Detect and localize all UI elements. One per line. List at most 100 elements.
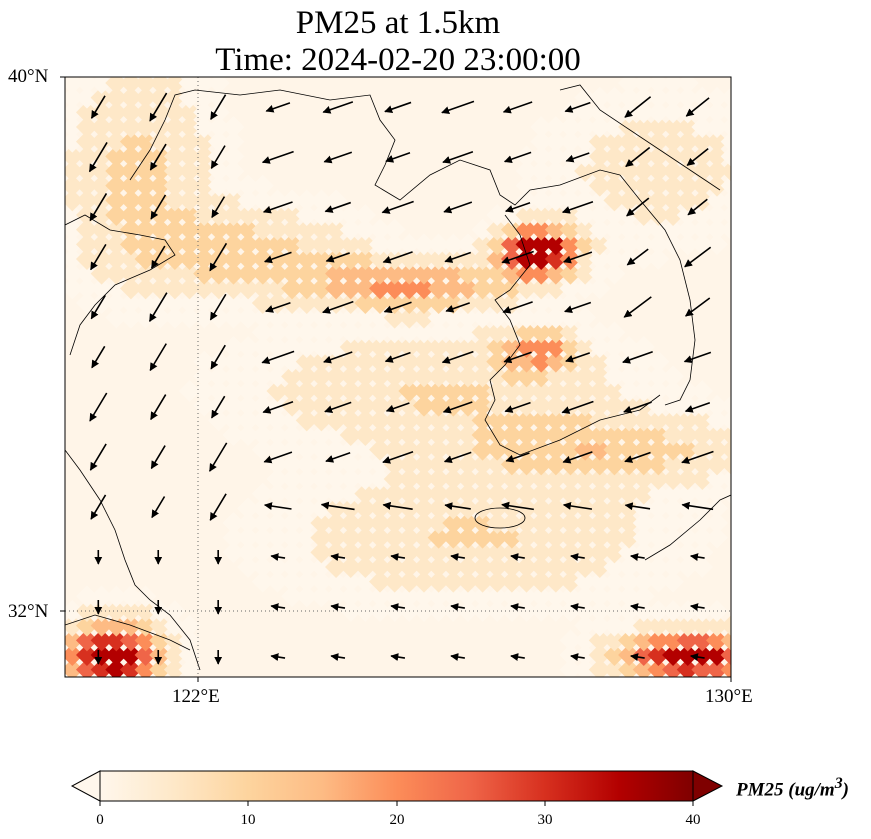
- pm25-cell: [500, 482, 523, 505]
- pm25-cell: [544, 556, 567, 578]
- pm25-cell: [65, 204, 84, 226]
- pm25-cell: [544, 409, 567, 432]
- pm25-cell: [369, 526, 392, 549]
- pm25-cell: [281, 262, 304, 285]
- pm25-cell: [647, 600, 670, 622]
- pm25-cell: [515, 556, 538, 578]
- pm25-cell: [574, 556, 597, 578]
- pm25-cell: [676, 409, 699, 432]
- pm25-cell: [691, 86, 714, 109]
- pm25-cell: [90, 116, 113, 138]
- wind-arrow: [683, 351, 712, 364]
- pm25-cell: [632, 570, 655, 593]
- pm25-cell: [222, 233, 245, 256]
- pm25-cell: [515, 160, 538, 182]
- pm25-cell: [281, 306, 304, 329]
- pm25-cell: [310, 424, 333, 446]
- pm25-cell: [398, 424, 421, 446]
- wind-arrow: [510, 653, 525, 661]
- pm25-cell: [530, 306, 553, 329]
- wind-arrow: [390, 603, 406, 611]
- map-time-label: Time: 2024-02-20 23:00:00: [215, 42, 581, 78]
- colorbar-gradient: [99, 770, 694, 802]
- pm25-cell: [105, 262, 128, 285]
- wind-arrow: [209, 442, 228, 472]
- pm25-cell: [618, 409, 641, 432]
- pm25-cell: [603, 585, 626, 608]
- pm25-cell: [222, 248, 245, 270]
- pm25-cell: [339, 424, 362, 446]
- pm25-cell: [632, 585, 655, 608]
- wind-arrow: [626, 197, 650, 217]
- pm25-cell: [105, 86, 128, 109]
- coastline-jiangsu: [65, 449, 201, 671]
- pm25-cell: [354, 292, 377, 314]
- pm25-cell: [251, 570, 274, 593]
- pm25-cell: [383, 262, 406, 285]
- pm25-cell: [442, 556, 465, 578]
- pm25-cell: [295, 526, 318, 549]
- pm25-cell: [325, 321, 348, 344]
- pm25-cell: [222, 160, 245, 182]
- pm25-cell: [662, 424, 685, 446]
- pm25-cell: [295, 541, 318, 564]
- pm25-cell: [471, 438, 494, 461]
- pm25-cell: [383, 526, 406, 549]
- pm25-cell: [603, 262, 626, 285]
- pm25-cell: [574, 614, 597, 637]
- pm25-cell: [574, 336, 597, 358]
- pm25-cell: [691, 409, 714, 432]
- pm25-cell: [295, 394, 318, 417]
- pm25-cell: [339, 541, 362, 564]
- pm25-cell: [456, 512, 479, 534]
- pm25-cell: [310, 482, 333, 505]
- pm25-cell: [530, 189, 553, 212]
- pm25-cell: [281, 512, 304, 534]
- pm25-cell: [471, 541, 494, 564]
- pm25-cell: [559, 116, 582, 138]
- pm25-cell: [471, 321, 494, 344]
- pm25-cell: [193, 233, 216, 256]
- pm25-cell: [530, 233, 553, 256]
- pm25-cell: [647, 614, 670, 637]
- pm25-cell: [603, 482, 626, 505]
- pm25-cell: [412, 409, 435, 432]
- pm25-cell: [281, 350, 304, 373]
- pm25-cell: [691, 116, 714, 138]
- pm25-cell: [603, 424, 626, 446]
- pm25-cell: [618, 482, 641, 505]
- pm25-cell: [281, 233, 304, 256]
- pm25-cell: [530, 130, 553, 153]
- pm25-cell: [720, 131, 731, 152]
- pm25-cell: [706, 468, 729, 490]
- pm25-cell: [163, 189, 186, 212]
- pm25-cell: [339, 600, 362, 622]
- pm25-cell: [295, 233, 318, 256]
- pm25-cell: [163, 145, 186, 168]
- pm25-cell: [544, 453, 567, 476]
- pm25-cell: [295, 189, 318, 212]
- pm25-cell: [530, 394, 553, 417]
- pm25-cell: [706, 614, 729, 637]
- pm25-cell: [75, 658, 98, 677]
- pm25-cell: [222, 394, 245, 417]
- pm25-cell: [500, 262, 523, 285]
- pm25-cell: [178, 658, 201, 677]
- pm25-cell: [588, 541, 611, 564]
- pm25-cell: [134, 277, 157, 300]
- pm25-cell: [354, 336, 377, 358]
- wind-arrow: [90, 494, 107, 520]
- lon-label-130e: 130°E: [705, 686, 753, 707]
- pm25-cell: [65, 277, 84, 300]
- pm25-cell: [603, 394, 626, 417]
- pm25-cell: [574, 570, 597, 593]
- wind-arrow: [444, 251, 472, 263]
- pm25-cell: [574, 365, 597, 388]
- pm25-cell: [603, 658, 626, 677]
- pm25-cell: [134, 585, 157, 608]
- pm25-cell: [603, 145, 626, 168]
- wind-arrow: [562, 501, 593, 510]
- pm25-cell: [193, 306, 216, 329]
- pm25-cell: [339, 233, 362, 256]
- wind-arrow: [382, 501, 413, 510]
